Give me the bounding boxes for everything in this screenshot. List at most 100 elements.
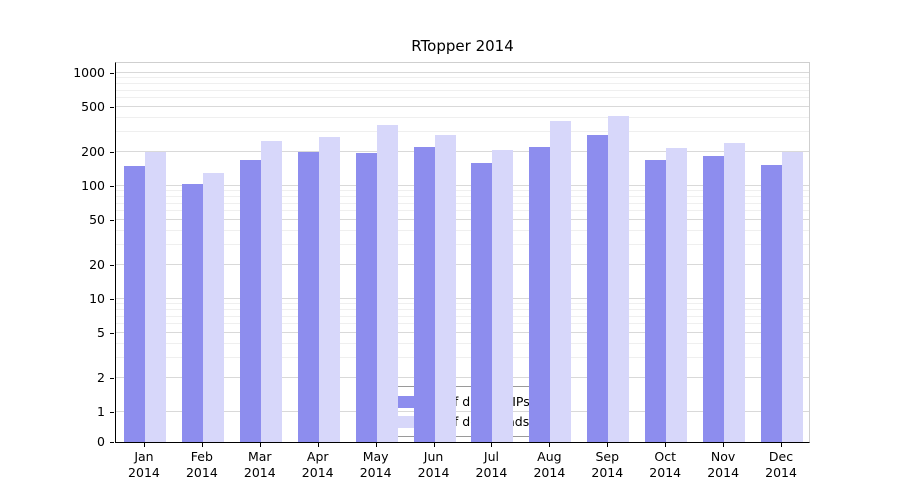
bar-downloads-sep — [608, 115, 630, 442]
chart-title: RTopper 2014 — [411, 37, 514, 55]
minor-gridline — [116, 82, 809, 84]
x-axis-tick — [433, 443, 435, 447]
bar-downloads-may — [376, 124, 398, 442]
bar-downloads-jun — [434, 135, 456, 442]
bar-downloads-apr — [318, 137, 340, 442]
y-axis-tick-label: 2 — [97, 369, 105, 385]
major-gridline — [116, 411, 809, 412]
major-gridline — [116, 150, 809, 152]
y-axis-tick — [110, 264, 114, 266]
x-axis-tick — [143, 443, 145, 447]
y-axis-tick — [110, 377, 114, 379]
minor-gridline — [116, 229, 809, 231]
y-axis-tick — [110, 186, 114, 187]
minor-gridline — [116, 323, 809, 325]
x-axis-tick-label: Mar 2014 — [243, 449, 276, 480]
x-axis-tick — [607, 443, 609, 447]
bar-downloads-oct — [666, 148, 688, 442]
major-gridline — [116, 298, 809, 299]
y-axis-tick-label: 500 — [81, 99, 105, 115]
major-gridline — [116, 72, 809, 73]
y-axis-tick — [110, 299, 114, 300]
bar-distinct-ips-may — [355, 153, 377, 442]
x-axis-tick-label: Jul 2014 — [475, 449, 508, 480]
minor-gridline — [116, 357, 809, 359]
minor-gridline — [116, 244, 809, 246]
bar-distinct-ips-jun — [413, 147, 435, 442]
x-axis-tick-label: Jan 2014 — [128, 449, 160, 480]
major-gridline — [116, 185, 809, 186]
x-axis-tick-label: Oct 2014 — [649, 449, 682, 480]
minor-gridline — [116, 190, 809, 192]
x-axis-tick-label: Jun 2014 — [417, 449, 450, 480]
minor-gridline — [116, 202, 809, 204]
y-axis-tick — [110, 412, 114, 413]
bar-downloads-aug — [550, 120, 572, 442]
bar-distinct-ips-jul — [471, 162, 493, 442]
y-axis-tick — [110, 107, 114, 109]
y-axis-tick-label: 200 — [81, 143, 105, 159]
minor-gridline — [116, 131, 809, 133]
y-axis-tick-label: 20 — [89, 256, 105, 272]
x-axis-tick — [491, 443, 493, 447]
y-axis-tick — [110, 442, 114, 443]
y-axis-tick — [110, 73, 114, 74]
minor-gridline — [116, 315, 809, 317]
major-gridline — [116, 106, 809, 108]
plot-area: Nb of distinct IPs Nb of downloads — [115, 62, 810, 443]
bar-distinct-ips-feb — [181, 183, 203, 442]
bar-distinct-ips-jan — [123, 166, 145, 442]
y-axis-tick-label: 0 — [97, 434, 105, 449]
x-axis-tick-label: Apr 2014 — [301, 449, 334, 480]
bar-distinct-ips-mar — [239, 159, 261, 442]
bar-downloads-nov — [724, 143, 746, 442]
x-axis-tick — [375, 443, 377, 447]
bar-downloads-feb — [202, 173, 224, 442]
bar-downloads-mar — [260, 141, 282, 442]
y-axis-tick — [110, 151, 114, 153]
bar-distinct-ips-oct — [645, 159, 667, 442]
x-axis-tick — [549, 443, 551, 447]
minor-gridline — [116, 308, 809, 310]
minor-gridline — [116, 303, 809, 305]
x-axis-tick — [201, 443, 203, 447]
minor-gridline — [116, 342, 809, 344]
y-axis-tick-label: 5 — [97, 325, 105, 341]
minor-gridline — [116, 77, 809, 79]
major-gridline — [116, 332, 809, 334]
bar-distinct-ips-nov — [703, 155, 725, 442]
minor-gridline — [116, 97, 809, 99]
x-axis-tick — [781, 443, 783, 447]
major-gridline — [116, 263, 809, 265]
x-axis-tick — [665, 443, 667, 447]
bar-downloads-jul — [492, 149, 514, 442]
x-axis-tick — [317, 443, 319, 447]
x-axis-tick-label: Aug 2014 — [533, 449, 566, 480]
y-axis-tick-label: 10 — [89, 291, 105, 306]
x-axis-tick-label: Feb 2014 — [185, 449, 218, 480]
y-axis-tick — [110, 333, 114, 335]
bar-downloads-dec — [782, 151, 804, 442]
minor-gridline — [116, 89, 809, 91]
x-axis-tick-label: May 2014 — [359, 449, 392, 480]
bar-distinct-ips-apr — [297, 151, 319, 442]
minor-gridline — [116, 210, 809, 212]
y-axis-tick-label: 1000 — [73, 65, 105, 80]
major-gridline — [116, 219, 809, 221]
y-axis-tick-label: 100 — [81, 178, 105, 193]
y-axis-tick-label: 50 — [89, 212, 105, 228]
bar-distinct-ips-aug — [529, 147, 551, 442]
x-axis-tick-label: Sep 2014 — [591, 449, 624, 480]
x-axis-tick-label: Dec 2014 — [765, 449, 797, 480]
bar-downloads-jan — [144, 151, 166, 442]
x-axis-tick — [723, 443, 725, 447]
minor-gridline — [116, 116, 809, 118]
bar-distinct-ips-sep — [587, 135, 609, 442]
y-axis-tick-label: 1 — [97, 404, 105, 419]
y-axis-tick — [110, 220, 114, 222]
x-axis-tick — [259, 443, 261, 447]
bar-distinct-ips-dec — [761, 164, 783, 442]
major-gridline — [116, 376, 809, 378]
minor-gridline — [116, 195, 809, 197]
